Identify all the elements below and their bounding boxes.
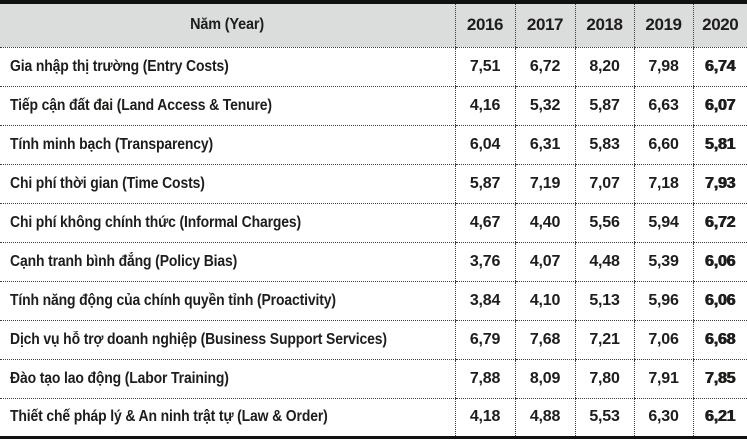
value-cell: 5,87 [454, 164, 515, 204]
value-cell: 5,39 [633, 242, 693, 282]
value-cell: 5,56 [574, 203, 634, 243]
value-cell: 5,87 [574, 86, 634, 126]
header-col-2017: 2017 [514, 2, 575, 48]
value-cell: 7,51 [454, 47, 515, 87]
table-row-law-order: Thiết chế pháp lý & An ninh trật tự (Law… [0, 398, 747, 438]
value-cell: 4,67 [454, 203, 515, 243]
value-cell: 3,76 [454, 242, 515, 282]
header-col-2016: 2016 [454, 2, 515, 48]
table-row-time-costs: Chi phí thời gian (Time Costs) 5,87 7,19… [0, 164, 747, 204]
value-cell: 7,85 [692, 359, 747, 399]
table-row-transparency: Tính minh bạch (Transparency) 6,04 6,31 … [0, 125, 747, 165]
value-cell: 7,06 [633, 320, 693, 360]
value-cell: 6,72 [514, 47, 575, 87]
value-cell: 6,72 [692, 203, 747, 243]
table-row-policy-bias: Cạnh tranh bình đẳng (Policy Bias) 3,76 … [0, 242, 747, 282]
value-cell: 4,10 [514, 281, 575, 321]
value-cell: 6,04 [454, 125, 515, 165]
value-cell: 5,83 [574, 125, 634, 165]
row-label: Thiết chế pháp lý & An ninh trật tự (Law… [0, 398, 455, 438]
value-cell: 7,98 [633, 47, 693, 87]
value-cell: 7,18 [633, 164, 693, 204]
value-cell: 5,53 [574, 398, 634, 438]
value-cell: 4,40 [514, 203, 575, 243]
value-cell: 3,84 [454, 281, 515, 321]
value-cell: 7,93 [692, 164, 747, 204]
value-cell: 6,68 [692, 320, 747, 360]
value-cell: 5,94 [633, 203, 693, 243]
value-cell: 7,91 [633, 359, 693, 399]
value-cell: 6,06 [692, 281, 747, 321]
value-cell: 5,96 [633, 281, 693, 321]
header-col-2018: 2018 [574, 2, 634, 48]
value-cell: 5,13 [574, 281, 634, 321]
value-cell: 6,30 [633, 398, 693, 438]
row-label: Dịch vụ hỗ trợ doanh nghiệp (Business Su… [0, 320, 455, 360]
table-row-labor-training: Đào tạo lao động (Labor Training) 7,88 8… [0, 359, 747, 399]
value-cell: 7,07 [574, 164, 634, 204]
row-label: Đào tạo lao động (Labor Training) [0, 359, 455, 399]
value-cell: 4,48 [574, 242, 634, 282]
value-cell: 6,79 [454, 320, 515, 360]
value-cell: 6,31 [514, 125, 575, 165]
value-cell: 7,21 [574, 320, 634, 360]
value-cell: 6,06 [692, 242, 747, 282]
value-cell: 5,32 [514, 86, 575, 126]
value-cell: 5,81 [692, 125, 747, 165]
value-cell: 6,74 [692, 47, 747, 87]
row-label: Gia nhập thị trường (Entry Costs) [0, 47, 455, 87]
table-row-proactivity: Tính năng động của chính quyền tỉnh (Pro… [0, 281, 747, 321]
value-cell: 7,68 [514, 320, 575, 360]
table-row-business-support: Dịch vụ hỗ trợ doanh nghiệp (Business Su… [0, 320, 747, 360]
table-row-informal-charges: Chi phí không chính thức (Informal Charg… [0, 203, 747, 243]
value-cell: 4,88 [514, 398, 575, 438]
value-cell: 7,80 [574, 359, 634, 399]
row-label: Tính minh bạch (Transparency) [0, 125, 455, 165]
value-cell: 7,19 [514, 164, 575, 204]
header-year-label-text: Năm (Year) [190, 16, 265, 34]
value-cell: 6,07 [692, 86, 747, 126]
value-cell: 8,20 [574, 47, 634, 87]
header-year-label: Năm (Year) [0, 2, 455, 48]
table-row-entry-costs: Gia nhập thị trường (Entry Costs) 7,51 6… [0, 47, 747, 87]
value-cell: 4,16 [454, 86, 515, 126]
value-cell: 6,60 [633, 125, 693, 165]
value-cell: 6,63 [633, 86, 693, 126]
header-col-2019: 2019 [633, 2, 693, 48]
value-cell: 7,88 [454, 359, 515, 399]
table-header-row: Năm (Year) 2016 2017 2018 2019 2020 [0, 2, 747, 48]
row-label: Tính năng động của chính quyền tỉnh (Pro… [0, 281, 455, 321]
value-cell: 6,21 [692, 398, 747, 438]
row-label: Chi phí không chính thức (Informal Charg… [0, 203, 455, 243]
table-row-land-access: Tiếp cận đất đai (Land Access & Tenure) … [0, 86, 747, 126]
value-cell: 4,07 [514, 242, 575, 282]
value-cell: 4,18 [454, 398, 515, 438]
row-label: Chi phí thời gian (Time Costs) [0, 164, 455, 204]
value-cell: 8,09 [514, 359, 575, 399]
header-col-2020: 2020 [692, 2, 747, 48]
row-label: Tiếp cận đất đai (Land Access & Tenure) [0, 86, 455, 126]
row-label: Cạnh tranh bình đẳng (Policy Bias) [0, 242, 455, 282]
